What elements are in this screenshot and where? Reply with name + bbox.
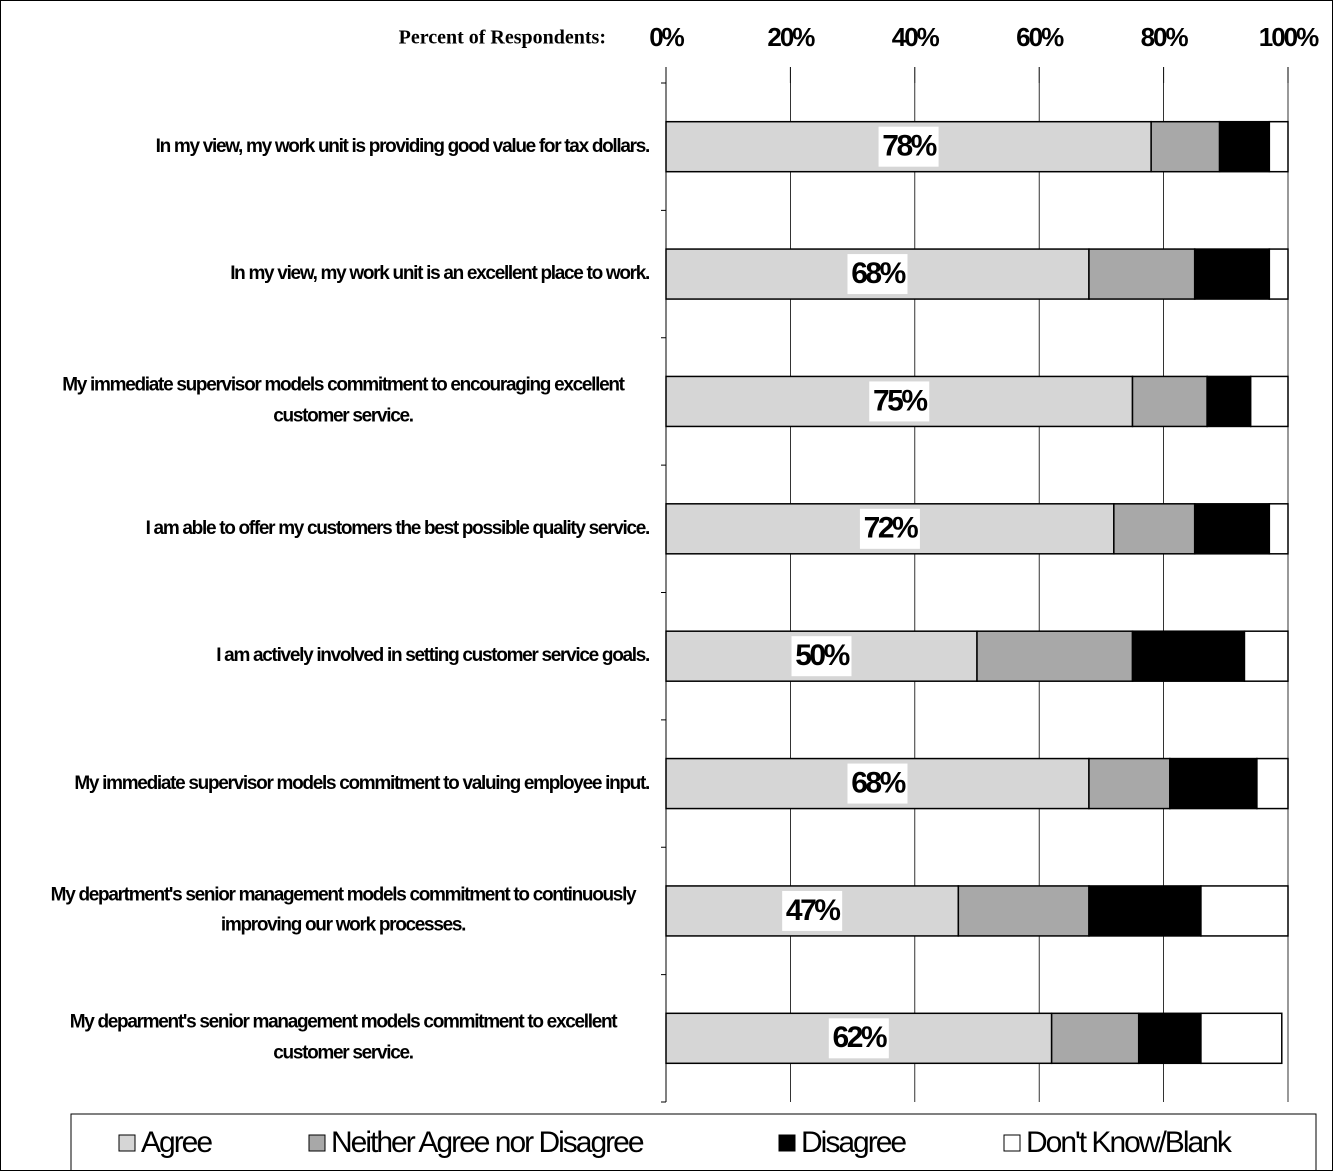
data-label: 47% bbox=[786, 894, 840, 927]
bar-segment bbox=[1249, 375, 1289, 428]
data-label-bg bbox=[847, 254, 908, 295]
y-tick-label: My deparment's senior management models … bbox=[69, 1011, 618, 1064]
data-label: 72% bbox=[864, 512, 918, 545]
data-label: 68% bbox=[851, 766, 905, 799]
legend-label: Disagree bbox=[801, 1126, 906, 1159]
y-tick-label: I am actively involved in setting custom… bbox=[216, 644, 650, 666]
bar-segment bbox=[1256, 757, 1289, 810]
bar-segment bbox=[1113, 503, 1196, 555]
bar-segment bbox=[1200, 1012, 1283, 1065]
category-label-box: My immediate supervisor models commitmen… bbox=[9, 371, 649, 432]
x-axis-label: Percent of Respondents: bbox=[399, 27, 606, 49]
bar-segment bbox=[1193, 248, 1271, 300]
category-label-box: My deparment's senior management models … bbox=[9, 1008, 649, 1069]
legend-swatch bbox=[308, 1134, 326, 1152]
category-label-box: In my view, my work unit is providing go… bbox=[9, 131, 651, 161]
y-tick-label: In my view, my work unit is an excellent… bbox=[230, 262, 650, 284]
data-label-bg bbox=[869, 381, 930, 422]
category-label-box: I am actively involved in setting custom… bbox=[9, 641, 650, 671]
legend-label: Don't Know/Blank bbox=[1026, 1126, 1233, 1159]
bar-segment bbox=[1150, 120, 1221, 173]
y-tick-label: I am able to offer my customers the best… bbox=[145, 517, 651, 539]
category-label-box: My immediate supervisor models commitmen… bbox=[9, 768, 650, 798]
bar-segment bbox=[1088, 248, 1196, 300]
y-tick-label: My department's senior management models… bbox=[50, 884, 637, 936]
data-label: 62% bbox=[833, 1021, 887, 1054]
data-label: 50% bbox=[795, 639, 849, 672]
bar-segment bbox=[1268, 503, 1289, 555]
data-label: 78% bbox=[882, 130, 936, 163]
x-tick-label: 60% bbox=[1016, 22, 1064, 52]
bar-segment bbox=[1193, 503, 1271, 555]
category-label-box: My department's senior management models… bbox=[9, 881, 649, 942]
data-label-bg bbox=[878, 126, 939, 167]
bar-segment bbox=[1268, 120, 1289, 173]
data-label-bg bbox=[782, 890, 843, 931]
legend-swatch bbox=[118, 1134, 136, 1152]
bar-segment bbox=[1268, 248, 1289, 300]
legend-swatch bbox=[1003, 1134, 1021, 1152]
data-label-bg bbox=[828, 1018, 889, 1059]
category-label-box: I am able to offer my customers the best… bbox=[9, 514, 651, 544]
bar-segment bbox=[976, 630, 1134, 682]
bar-segment bbox=[1218, 120, 1271, 173]
data-label-bg bbox=[859, 508, 920, 549]
y-tick-label: In my view, my work unit is providing go… bbox=[155, 135, 651, 157]
bar-segment bbox=[1169, 757, 1258, 810]
bar-segment bbox=[1131, 375, 1208, 428]
data-label-bg bbox=[847, 763, 908, 804]
bar-segment bbox=[1243, 630, 1289, 682]
bar-segment bbox=[957, 885, 1090, 937]
bar-segment bbox=[1137, 1012, 1202, 1065]
data-label: 68% bbox=[851, 257, 905, 290]
data-label: 75% bbox=[873, 384, 927, 417]
x-tick-label: 0% bbox=[649, 22, 684, 52]
data-label-bg bbox=[791, 636, 852, 677]
bar-segment bbox=[1206, 375, 1252, 428]
x-tick-label: 80% bbox=[1141, 22, 1189, 52]
legend-box bbox=[70, 1113, 1317, 1170]
bar-segment bbox=[1200, 885, 1289, 937]
bar-segment bbox=[1131, 630, 1246, 682]
legend-swatch bbox=[778, 1134, 796, 1152]
legend-label: Agree bbox=[141, 1126, 212, 1159]
bar-segment bbox=[1050, 1012, 1140, 1065]
bar-segment bbox=[1088, 885, 1202, 937]
bar-segment bbox=[1088, 757, 1171, 810]
y-tick-label: My immediate supervisor models commitmen… bbox=[74, 772, 650, 794]
legend-label: Neither Agree nor Disagree bbox=[331, 1126, 644, 1159]
x-tick-label: 100% bbox=[1259, 22, 1319, 52]
category-label-box: In my view, my work unit is an excellent… bbox=[9, 259, 650, 289]
x-tick-label: 40% bbox=[892, 22, 940, 52]
x-tick-label: 20% bbox=[767, 22, 815, 52]
y-tick-label: My immediate supervisor models commitmen… bbox=[62, 375, 625, 427]
